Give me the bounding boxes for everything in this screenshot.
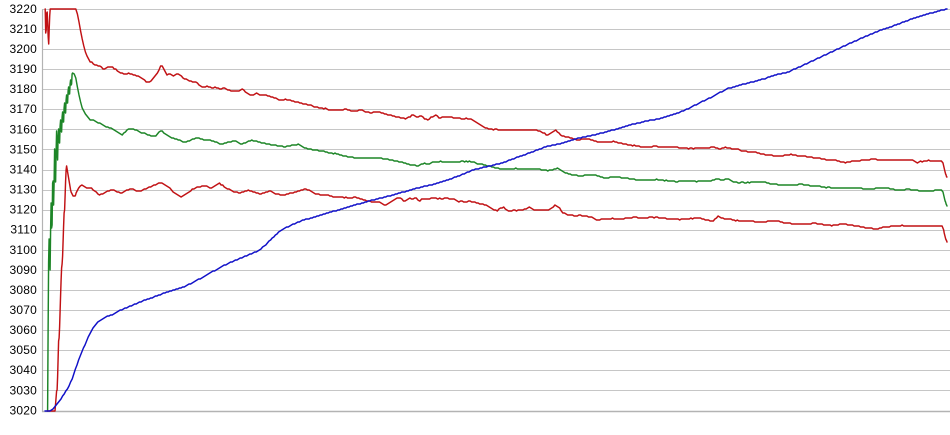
svg-text:3100: 3100 (10, 243, 38, 257)
svg-text:3040: 3040 (10, 363, 38, 377)
svg-text:3030: 3030 (10, 383, 38, 397)
svg-text:3220: 3220 (10, 2, 38, 16)
svg-text:3160: 3160 (10, 122, 38, 136)
svg-text:3150: 3150 (10, 142, 38, 156)
svg-text:3060: 3060 (10, 323, 38, 337)
svg-text:3110: 3110 (10, 223, 37, 237)
svg-text:3070: 3070 (10, 303, 38, 317)
svg-text:3170: 3170 (10, 102, 38, 116)
svg-text:3190: 3190 (10, 62, 38, 76)
svg-text:3210: 3210 (10, 22, 38, 36)
svg-text:3180: 3180 (10, 82, 38, 96)
svg-text:3080: 3080 (10, 283, 38, 297)
svg-text:3140: 3140 (10, 162, 38, 176)
svg-text:3020: 3020 (10, 403, 38, 417)
svg-text:3090: 3090 (10, 263, 38, 277)
svg-text:3130: 3130 (10, 183, 38, 197)
svg-text:3200: 3200 (10, 42, 38, 56)
svg-text:3120: 3120 (10, 203, 38, 217)
svg-text:3050: 3050 (10, 343, 38, 357)
